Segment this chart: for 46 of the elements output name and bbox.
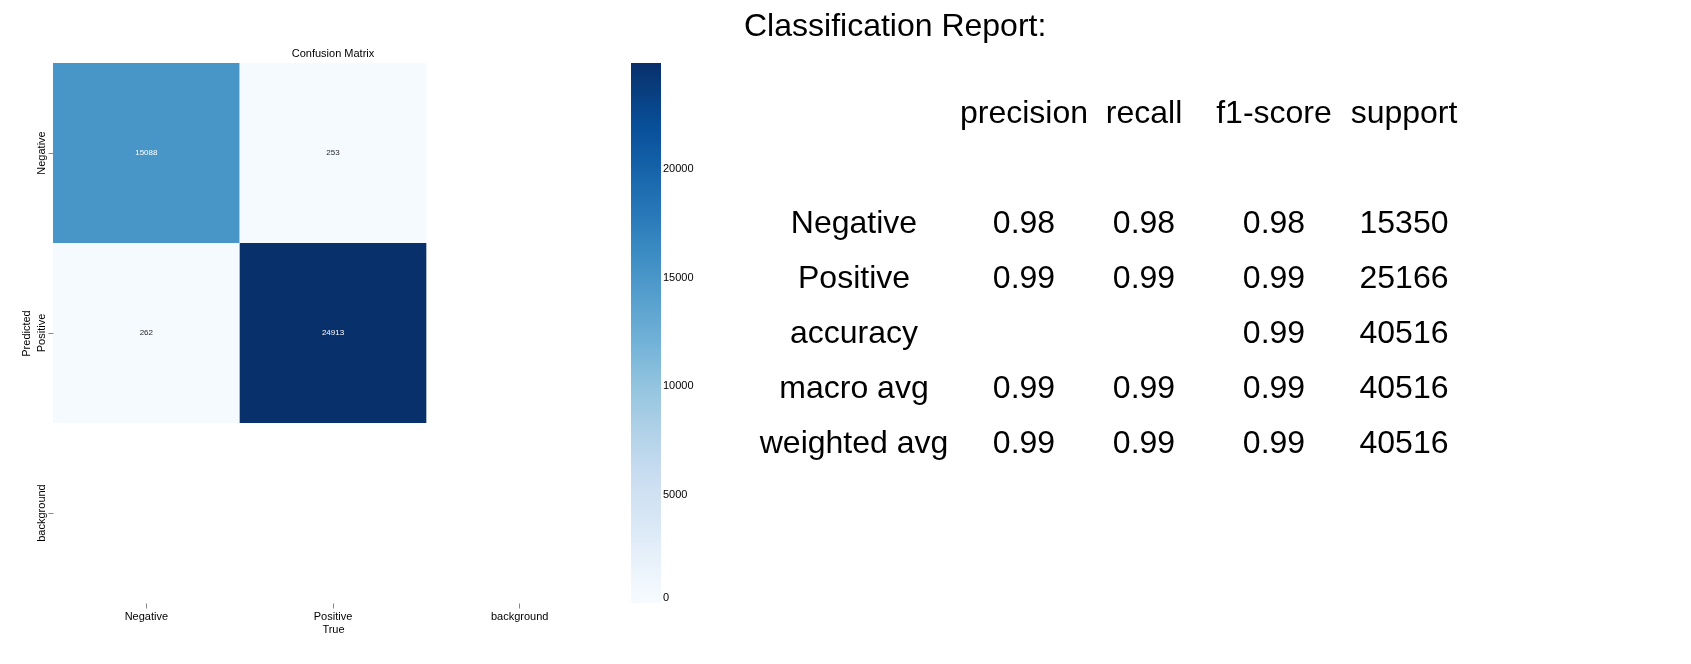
text: 25166: [1359, 259, 1449, 295]
data-label: 253: [326, 148, 341, 157]
text: 0.99: [1112, 424, 1176, 460]
y-tick-label: background: [34, 484, 47, 542]
color-bar-label: 10000: [663, 379, 694, 392]
text: 0.99: [1112, 259, 1176, 295]
text: 0.98: [992, 204, 1056, 240]
text: 0.99: [1242, 314, 1306, 350]
data-label: 24913: [321, 328, 345, 337]
category-label: macro avg: [779, 369, 929, 405]
category-label: precision: [959, 94, 1089, 130]
category-label: recall: [1105, 94, 1183, 130]
data-label: 15088: [135, 148, 159, 157]
category-label: Negative: [790, 204, 918, 240]
color-bar-label: 5000: [663, 487, 688, 500]
text: 0.98: [1242, 204, 1306, 240]
chart-title: Confusion Matrix: [291, 47, 375, 59]
text: 40516: [1359, 424, 1449, 460]
text: 15350: [1359, 204, 1449, 240]
x-tick-label: Negative: [124, 609, 169, 622]
text: 0.99: [992, 369, 1056, 405]
text: 0.99: [1112, 369, 1176, 405]
x-tick-label: background: [490, 609, 549, 622]
y-tick-label: Negative: [34, 131, 47, 175]
text: Classification Report:: [744, 7, 1047, 43]
text: 40516: [1359, 369, 1449, 405]
category-label: f1-score: [1216, 94, 1332, 130]
x-axis-title: True: [322, 622, 345, 635]
color-bar-label: 0: [663, 591, 670, 603]
text: 0.99: [992, 424, 1056, 460]
data-label: 262: [139, 328, 154, 337]
color-bar-label: 15000: [663, 270, 694, 283]
category-label: Positive: [797, 259, 911, 295]
text: 0.99: [1242, 424, 1306, 460]
text: 0.99: [992, 259, 1056, 295]
y-axis-title: Predicted: [19, 310, 32, 357]
text: 40516: [1359, 314, 1449, 350]
color-bar-label: 20000: [663, 162, 694, 175]
y-tick-label: Positive: [34, 313, 47, 353]
text: 0.98: [1112, 204, 1176, 240]
text: 0.99: [1242, 259, 1306, 295]
text: 0.99: [1242, 369, 1306, 405]
category-label: weighted avg: [759, 424, 949, 460]
category-label: support: [1350, 94, 1458, 130]
category-label: accuracy: [789, 314, 919, 350]
x-tick-label: Positive: [313, 609, 353, 622]
